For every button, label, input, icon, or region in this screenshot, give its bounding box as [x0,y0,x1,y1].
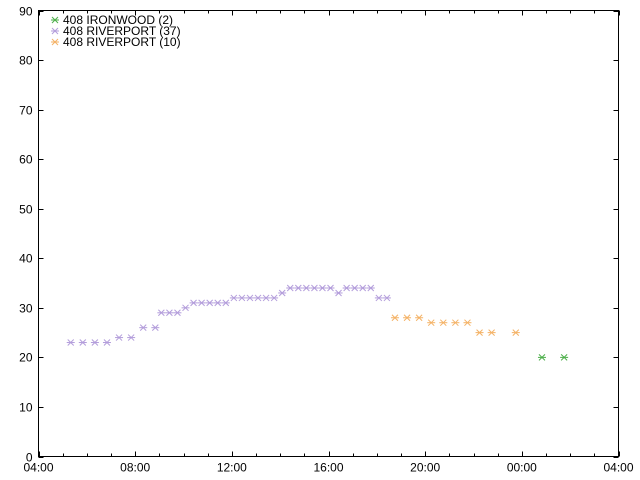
legend-marker [51,27,59,35]
legend-label: 408 RIVERPORT (10) [63,35,181,49]
legend-item: 408 RIVERPORT (10) [51,35,181,49]
data-point [237,294,246,302]
data-point [90,339,99,346]
data-point [463,319,472,327]
data-point [213,299,222,307]
data-point [560,354,569,361]
y-tick-label: 40 [19,252,33,266]
y-tick-label: 30 [19,302,33,316]
data-point [487,329,496,336]
data-point [475,329,484,336]
data-point [229,294,238,302]
x-tick-label: 20:00 [410,461,440,475]
data-point [221,299,230,307]
y-tick-label: 60 [19,153,33,167]
plot-frame [38,10,619,457]
data-point [278,289,287,297]
x-tick-label: 04:00 [603,461,633,475]
data-point [511,329,520,336]
data-point [254,294,263,302]
data-point [403,314,412,322]
data-point [286,284,295,292]
y-axis: 0 10 20 30 40 50 60 70 80 90 [19,5,619,465]
series-1 [66,284,391,346]
x-tick-label: 12:00 [217,461,247,475]
data-point [342,284,351,292]
data-point [189,299,198,307]
data-point [358,284,367,292]
legend-item: 408 RIVERPORT (37) [51,24,181,38]
data-point [415,314,424,322]
data-point [537,354,546,361]
x-tick-label: 04:00 [23,461,53,475]
legend-label: 408 RIVERPORT (37) [63,24,181,38]
legend-label: 408 IRONWOOD (2) [63,13,173,27]
data-point [197,299,206,307]
data-point [294,284,303,292]
data-point [318,284,327,292]
y-tick-label: 70 [19,104,33,118]
data-point [181,304,190,312]
data-point [173,309,182,317]
y-tick-label: 50 [19,203,33,217]
legend-marker [51,38,59,46]
data-point [451,319,460,327]
legend: 408 IRONWOOD (2)408 RIVERPORT (37)408 RI… [51,13,181,49]
data-point [326,284,335,292]
x-tick-label: 08:00 [120,461,150,475]
data-point [302,284,311,292]
data-point [151,324,160,332]
data-point [270,294,279,302]
y-tick-label: 10 [19,401,33,415]
data-point [205,299,214,307]
y-tick-label: 0 [26,451,33,465]
data-point [102,339,111,346]
data-point [245,294,254,302]
legend-item: 408 IRONWOOD (2) [51,13,173,27]
data-point [439,319,448,327]
series-0 [537,354,569,361]
data-point [262,294,271,302]
data-point [157,309,166,317]
y-tick-label: 90 [19,5,33,19]
data-point [374,294,383,302]
data-point [78,339,87,346]
data-points [66,284,569,361]
data-point [382,294,391,302]
data-point [165,309,174,317]
x-tick-label: 16:00 [313,461,343,475]
series-2 [390,314,520,336]
legend-marker [51,16,59,24]
x-tick-label: 00:00 [507,461,537,475]
data-point [127,334,136,341]
data-point [66,339,75,346]
data-point [390,314,399,322]
data-point [350,284,359,292]
data-point [139,324,148,332]
data-point [334,289,343,297]
data-point [366,284,375,292]
data-point [115,334,124,341]
x-axis: 04:00 08:00 12:00 16:00 20:00 00:00 04:00 [23,10,634,475]
y-tick-label: 20 [19,351,33,365]
data-point [427,319,436,327]
data-point [310,284,319,292]
y-tick-label: 80 [19,54,33,68]
